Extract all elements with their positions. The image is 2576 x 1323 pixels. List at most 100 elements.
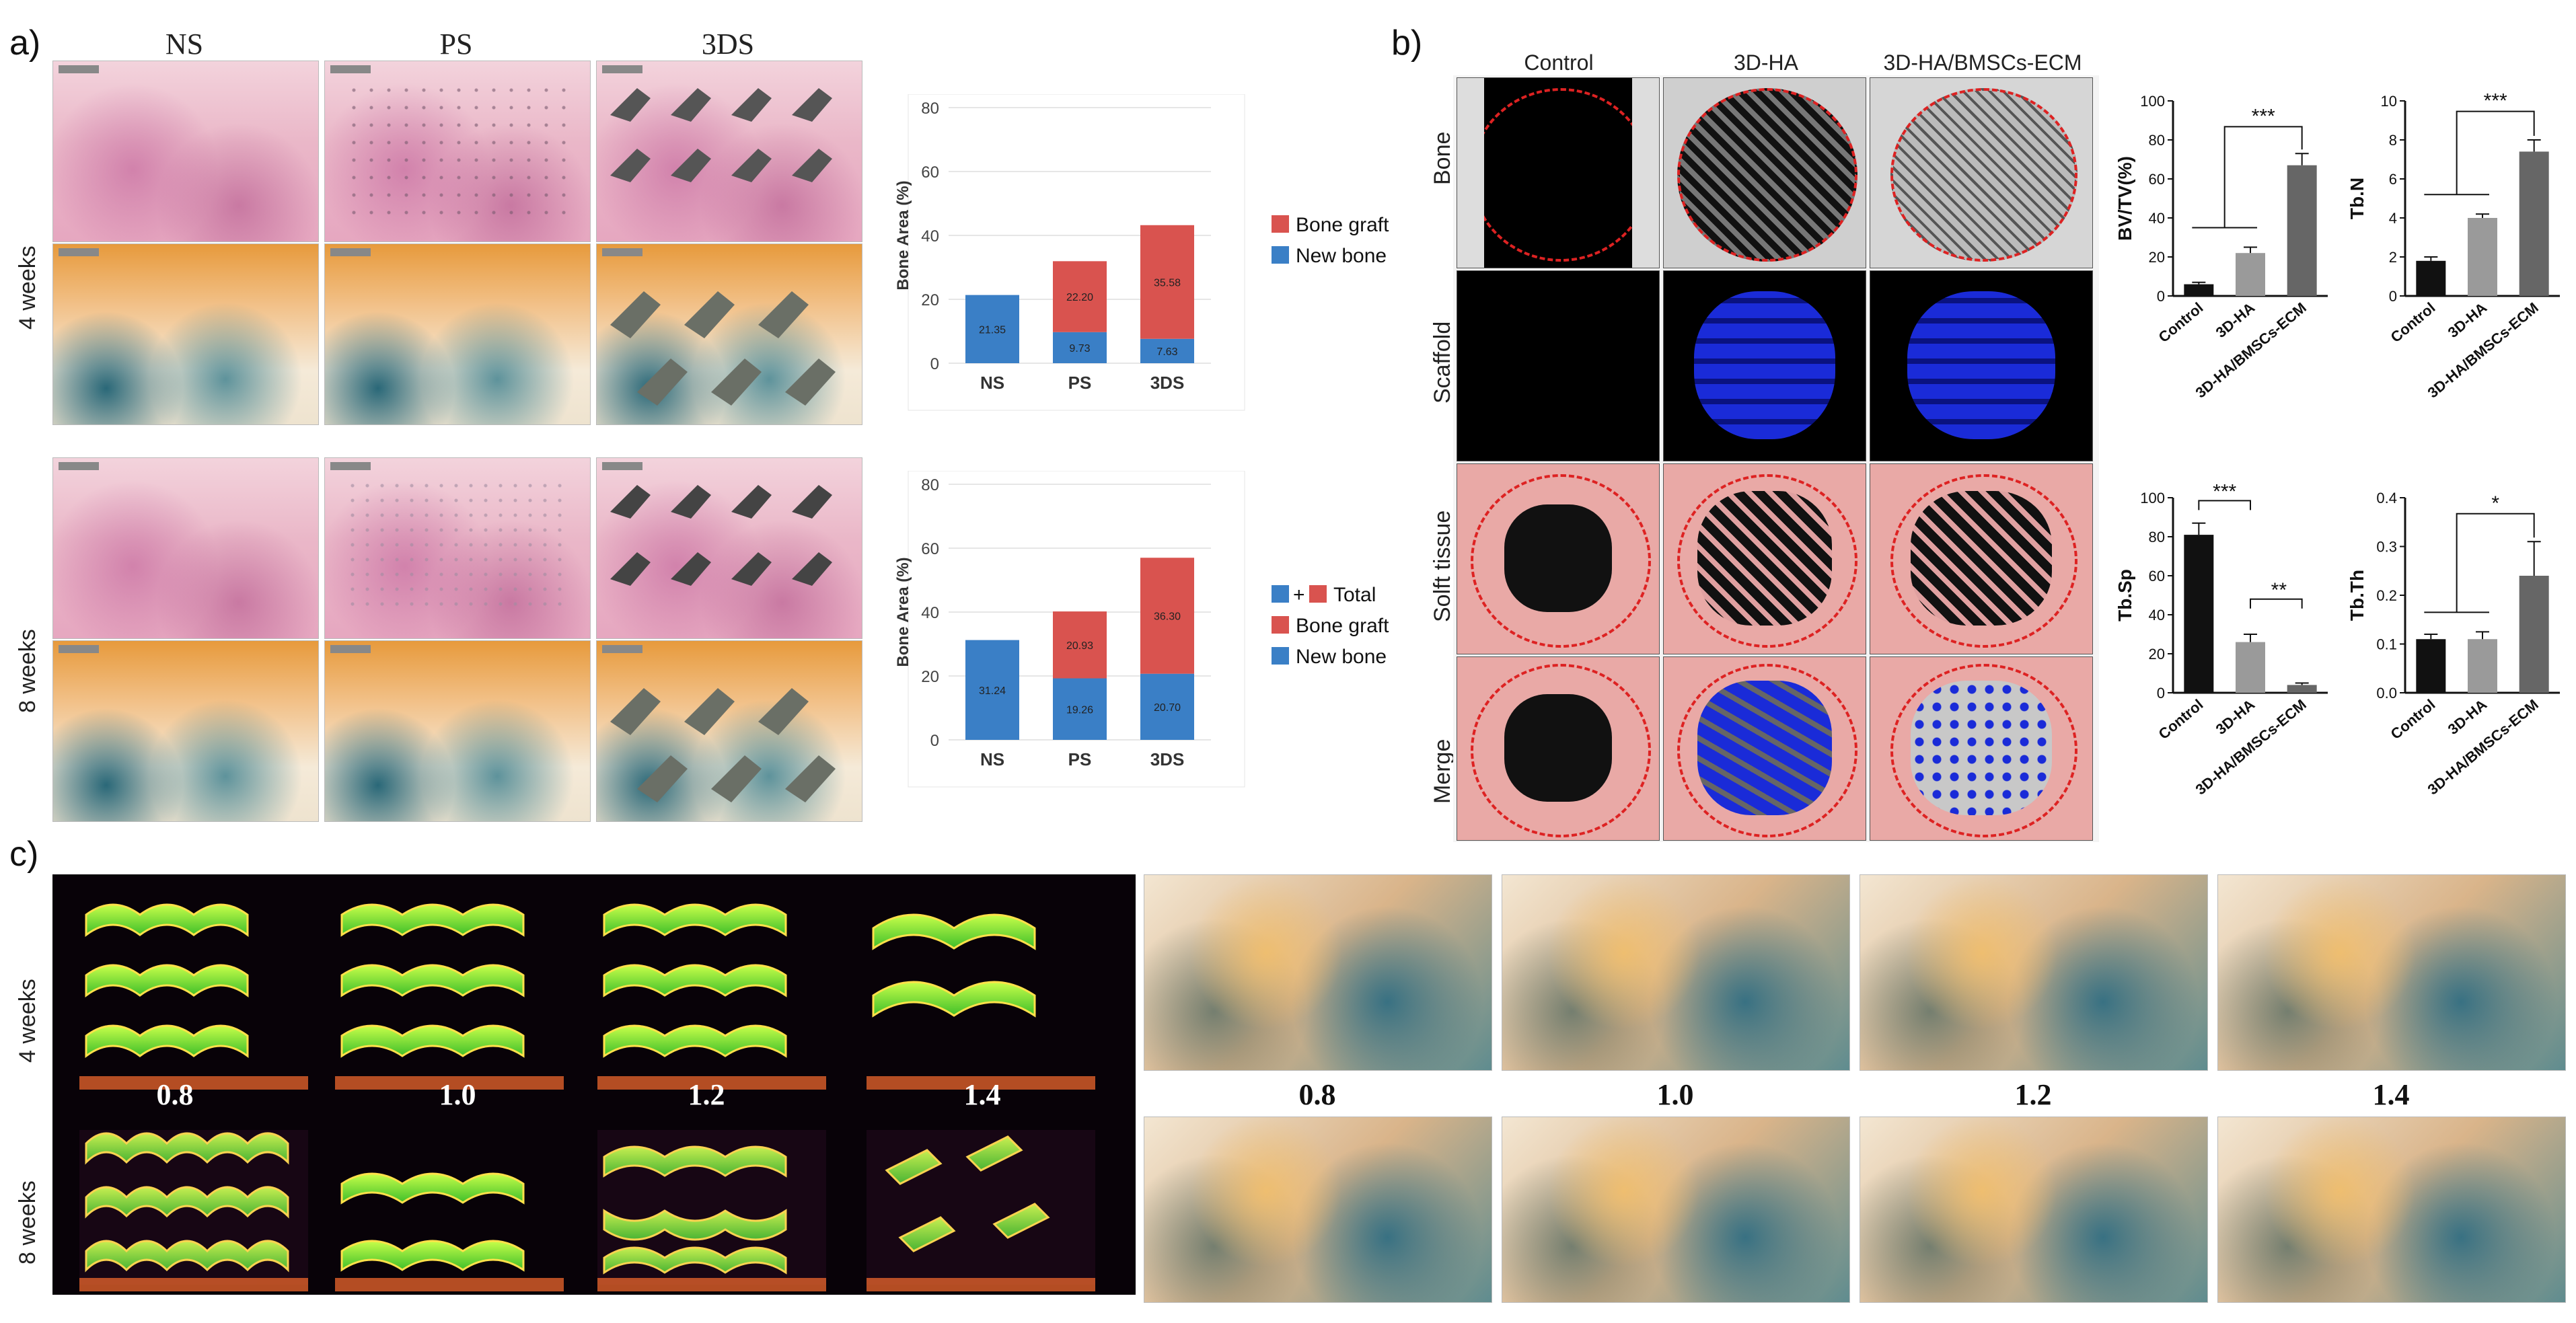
legend-label: Total [1333, 584, 1376, 606]
bar [2468, 218, 2497, 296]
y-tick-label: 80 [921, 476, 939, 494]
y-tick-label: 60 [921, 163, 939, 182]
legend-swatch [1272, 215, 1289, 233]
significance-bracket [2250, 598, 2303, 609]
y-tick-label: 80 [2149, 529, 2165, 545]
legend-swatch [1272, 585, 1289, 603]
data-label: 22.20 [1066, 292, 1093, 303]
micrograph-vg-ps-4w [324, 243, 591, 425]
histology-1-4-8w [2217, 1117, 2566, 1303]
panel-c-row-4w: 4 weeks [15, 979, 40, 1063]
x-tick-label: 3D-HA [2445, 696, 2491, 738]
micrograph-vg-3ds-8w [596, 640, 862, 822]
panel-a-col-3ds: 3DS [701, 28, 755, 61]
y-tick-label: 6 [2389, 171, 2397, 188]
panel-b-row-soft-tissue: Solft tissue [1430, 510, 1455, 622]
micrograph-he-ns-8w [52, 457, 319, 639]
y-axis-label: Tb.Sp [2114, 569, 2135, 621]
x-tick-label: Control [2388, 299, 2439, 346]
fluor-size-1-4: 1.4 [963, 1078, 1001, 1111]
bar-bone-graft [1053, 611, 1107, 679]
micrograph-he-ps-4w [324, 61, 591, 242]
histology-1-2-4w [1860, 874, 2208, 1071]
significance-label: *** [2213, 480, 2236, 502]
panel-a-letter: a) [9, 24, 41, 63]
y-tick-label: 0.4 [2376, 490, 2397, 506]
y-tick-label: 0 [930, 355, 939, 373]
panel-c-letter: c) [9, 835, 39, 874]
microct-bone-3dha [1663, 77, 1866, 268]
x-tick-label: PS [1068, 749, 1092, 769]
y-tick-label: 0 [2157, 288, 2165, 305]
data-label: 21.35 [979, 324, 1006, 336]
significance-label: *** [2252, 105, 2275, 127]
microct-bone-control [1457, 77, 1660, 268]
y-tick-label: 20 [921, 291, 939, 309]
legend-swatch [1272, 616, 1289, 634]
panel-b-col-3dha: 3D-HA [1733, 50, 1798, 75]
bar [2519, 151, 2549, 296]
bar [2468, 639, 2497, 693]
significance-label: ** [2271, 579, 2287, 601]
bar [2236, 642, 2265, 693]
y-tick-label: 0.2 [2376, 587, 2397, 604]
scaffold-pattern [610, 88, 832, 182]
y-tick-label: 40 [921, 227, 939, 245]
panel-a-col-ps: PS [439, 28, 473, 61]
significance-label: *** [2484, 90, 2507, 112]
y-axis-label: BV/TV(%) [2114, 156, 2135, 241]
data-label: 20.93 [1066, 640, 1093, 652]
fluorescence-scaffolds [79, 903, 1095, 1291]
panel-b-col-3dha-ecm: 3D-HA/BMSCs-ECM [1883, 50, 2082, 75]
x-tick-label: 3D-HA [2213, 299, 2258, 341]
data-label: 19.26 [1066, 704, 1093, 716]
x-tick-label: Control [2388, 696, 2439, 743]
micrograph-he-ns-4w [52, 61, 319, 242]
micrograph-he-3ds-8w [596, 457, 862, 639]
legend-swatch [1272, 647, 1289, 665]
micrograph-vg-ns-4w [52, 243, 319, 425]
y-tick-label: 80 [2149, 132, 2165, 149]
fluor-size-0-8: 0.8 [156, 1078, 194, 1111]
data-label: 9.73 [1069, 343, 1090, 354]
data-label: 36.30 [1154, 611, 1181, 622]
significance-bracket [2456, 110, 2535, 195]
x-tick-label: 3D-HA [2445, 299, 2491, 341]
data-label: 20.70 [1154, 702, 1181, 714]
legend-swatch [1272, 246, 1289, 264]
bar-bone-graft [1140, 225, 1194, 339]
y-tick-label: 0.3 [2376, 539, 2397, 556]
y-tick-label: 20 [2149, 646, 2165, 663]
microct-scaffold-3dha [1663, 270, 1866, 461]
bar [2287, 165, 2317, 296]
bar-bone-graft [1140, 558, 1194, 674]
y-tick-label: 0 [930, 732, 939, 750]
histology-1-0-4w [1502, 874, 1850, 1071]
panel-a-row-4w: 4 weeks [15, 245, 40, 330]
hist-size-0-8: 0.8 [1298, 1078, 1336, 1111]
y-tick-label: 0.1 [2376, 636, 2397, 653]
y-tick-label: 100 [2140, 93, 2165, 110]
scaffold-pattern [610, 485, 832, 586]
hist-size-1-0: 1.0 [1656, 1078, 1694, 1111]
y-axis-label: Bone Area (%) [894, 180, 912, 290]
bar [2236, 253, 2265, 296]
x-tick-label: Control [2156, 299, 2207, 346]
micrograph-vg-3ds-4w [596, 243, 862, 425]
microct-scaffold-3dha-ecm [1870, 270, 2093, 461]
y-tick-label: 20 [921, 668, 939, 686]
data-label: 31.24 [979, 685, 1006, 697]
chart-bone-area-4w: 0 20 40 60 80 Bone Area (%) 21.35 NS 9.73 22.20 PS… [894, 94, 1389, 411]
y-axis-label: Tb.N [2347, 178, 2367, 219]
scaffold-pattern [610, 688, 836, 802]
bar-bone-graft [1053, 261, 1107, 332]
bar-new-bone [1140, 673, 1194, 740]
y-tick-label: 60 [921, 540, 939, 558]
y-tick-label: 80 [921, 100, 939, 118]
legend-label: New bone [1296, 646, 1387, 668]
panel-c-row-8w: 8 weeks [15, 1180, 40, 1264]
microct-merge-3dha-ecm [1870, 656, 2093, 841]
y-tick-label: 60 [2149, 171, 2165, 188]
